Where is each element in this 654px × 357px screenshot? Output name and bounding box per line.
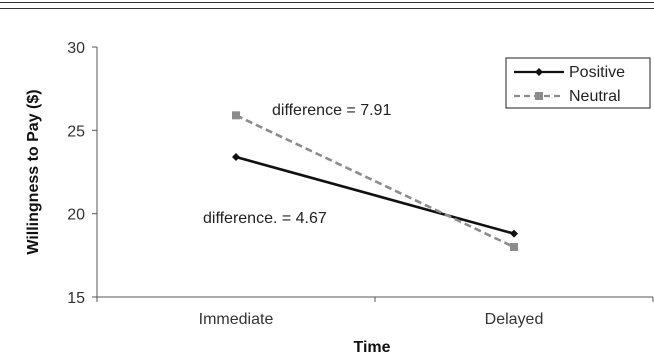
top-rule-thin (0, 8, 654, 9)
data-point-positive (232, 153, 240, 161)
legend-label-neutral: Neutral (569, 88, 621, 105)
y-axis-title: Willingness to Pay ($) (25, 89, 42, 254)
y-ticks: 15 20 25 30 (67, 40, 97, 307)
series-markers (232, 111, 518, 251)
y-tick-label: 25 (67, 123, 85, 140)
series-lines (235, 114, 515, 249)
legend-marker-neutral (535, 92, 543, 100)
x-tick-label: Delayed (485, 311, 544, 328)
x-axis-title: Time (353, 339, 390, 356)
y-tick-label: 20 (67, 207, 85, 224)
y-tick-label: 15 (67, 290, 85, 307)
x-tick-label: Immediate (199, 311, 274, 328)
data-point-neutral (510, 243, 518, 251)
top-rule-thick (0, 2, 654, 3)
legend-marker-positive (535, 68, 543, 76)
annotation-neutral-difference: difference = 7.91 (272, 102, 391, 119)
data-point-positive (510, 229, 518, 238)
x-ticks: Immediate Delayed (96, 297, 654, 328)
series-line-positive (235, 155, 515, 235)
legend-box (505, 57, 651, 109)
series-line-neutral (235, 114, 515, 249)
legend: Positive Neutral (505, 57, 651, 109)
data-point-neutral (232, 111, 240, 120)
y-tick-label: 30 (67, 40, 85, 57)
annotation-positive-difference: difference. = 4.67 (203, 210, 327, 227)
legend-label-positive: Positive (569, 64, 625, 81)
